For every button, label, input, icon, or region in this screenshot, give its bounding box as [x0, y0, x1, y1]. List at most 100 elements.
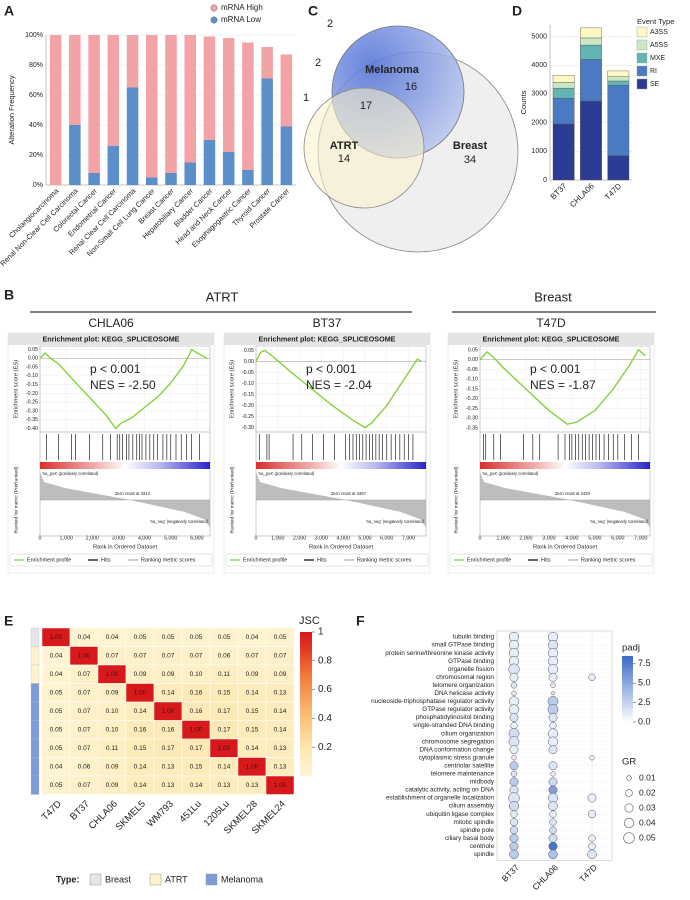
cell-label: 0.05: [274, 634, 287, 641]
plot-frame: [255, 345, 427, 537]
pos-label: 'na_pos' (positively correlated): [258, 471, 315, 476]
colorbar-step: [300, 722, 312, 726]
bar-segment: [88, 173, 100, 185]
legend-swatch: [89, 873, 102, 886]
row-annotation: [30, 738, 40, 758]
colorbar-step: [300, 635, 312, 639]
colorbar-step: [300, 746, 312, 750]
cell-label: 0.14: [246, 745, 259, 752]
cell-label: 0.13: [274, 745, 287, 752]
cell-label: 0.15: [246, 726, 259, 733]
term-label: DNA helicase activity: [434, 690, 494, 697]
x-tick-label: 5,000: [358, 535, 371, 541]
dot: [548, 761, 558, 771]
venn-count: 16: [405, 81, 417, 93]
cell-label: 0.16: [190, 708, 203, 715]
colorbar-step: [622, 686, 633, 690]
term-label: cilium assembly: [449, 803, 495, 810]
y-tick-label: 5000: [531, 33, 547, 40]
plot-frame: [39, 345, 211, 537]
cell-label: 0.14: [134, 782, 147, 789]
legend-label: A5SS: [650, 42, 668, 49]
term-label: spindle pole: [460, 827, 495, 834]
dot: [509, 745, 519, 755]
dot: [547, 704, 559, 715]
panel-frame: [447, 332, 655, 574]
dot: [589, 755, 595, 761]
bar-segment: [165, 35, 177, 173]
sample-title: BT37: [313, 316, 342, 330]
zero-cross: Zero cross at 3312: [115, 491, 151, 496]
colorbar-step: [300, 644, 312, 648]
colorbar-step: [622, 711, 633, 714]
x-tick-label: BT37: [500, 862, 522, 884]
y-axis-title: Counts: [519, 90, 528, 114]
cell-label: 0.09: [162, 671, 175, 678]
venn-set: [303, 87, 425, 209]
x-tick-label: 0: [255, 535, 258, 541]
dot: [509, 841, 519, 851]
colorbar-step: [622, 689, 633, 692]
term-label: chromosome segregation: [422, 738, 495, 745]
row-annotation: [30, 646, 40, 666]
dot: [548, 785, 558, 795]
colorbar-step: [300, 764, 312, 768]
plot-title: Enrichment plot: KEGG_SPLICEOSOME: [259, 334, 396, 343]
colorbar-step: [300, 641, 312, 645]
legend-label: Breast: [105, 874, 132, 884]
colorbar-step: [300, 689, 312, 693]
cell-label: 1.00: [274, 782, 287, 789]
cell-label: 0.14: [134, 708, 147, 715]
colorbar-step: [622, 671, 633, 674]
panel-letter: B: [4, 287, 14, 303]
colorbar-step: [300, 683, 312, 687]
legend-swatch: [636, 52, 648, 64]
cell-label: 0.13: [218, 782, 231, 789]
colorbar-step: [300, 770, 312, 774]
title-box: [224, 333, 430, 345]
legend-label: mRNA High: [221, 3, 263, 12]
bar-segment: [49, 35, 62, 185]
y-tick-label: -0.30: [466, 416, 478, 422]
term-label: tubulin binding: [453, 634, 495, 641]
cell-label: 0.14: [190, 782, 203, 789]
rank-colorbar: [40, 462, 210, 469]
dot: [510, 810, 518, 818]
enrichment-curve: [255, 349, 422, 429]
cell-label: 1.00: [78, 652, 91, 659]
legend-label: A3SS: [650, 29, 668, 36]
cell-label: 0.04: [78, 634, 91, 641]
legend-label: Ranking metric scores: [357, 557, 412, 563]
cell-label: 0.09: [274, 671, 287, 678]
bar-segment: [580, 100, 602, 181]
colorbar-label: 2.5: [638, 697, 651, 707]
bar-segment: [552, 123, 575, 181]
colorbar-step: [300, 659, 312, 663]
colorbar-label: 1: [318, 627, 324, 638]
y-tick-label: -0.10: [466, 377, 478, 383]
rank-colorbar: [256, 462, 426, 469]
annotation: NES = -1.87: [530, 378, 596, 392]
bar-segment: [203, 140, 216, 185]
colorbar-step: [300, 695, 312, 699]
legend-label: 0.03: [639, 802, 656, 812]
cell-label: 0.14: [218, 763, 231, 770]
cell-label: 0.17: [218, 708, 231, 715]
colorbar-step: [622, 713, 633, 716]
dot: [508, 736, 520, 747]
colorbar-step: [622, 680, 633, 683]
dot: [550, 682, 556, 688]
colorbar-step: [622, 667, 633, 670]
term-label: small GTPase binding: [431, 642, 494, 649]
colorbar-step: [622, 697, 633, 701]
colorbar-step: [622, 708, 633, 712]
group-header: ATRT: [206, 289, 239, 304]
y-axis-title: Ranked list metric (PreRanked): [453, 466, 459, 533]
y-tick-label: 40%: [29, 122, 43, 129]
venn-count: 34: [464, 154, 476, 166]
colorbar-step: [300, 734, 312, 738]
legend-label: mRNA Low: [221, 15, 261, 24]
cell-label: 0.11: [106, 745, 119, 752]
colorbar-step: [300, 758, 312, 762]
colorbar-step: [622, 669, 633, 672]
